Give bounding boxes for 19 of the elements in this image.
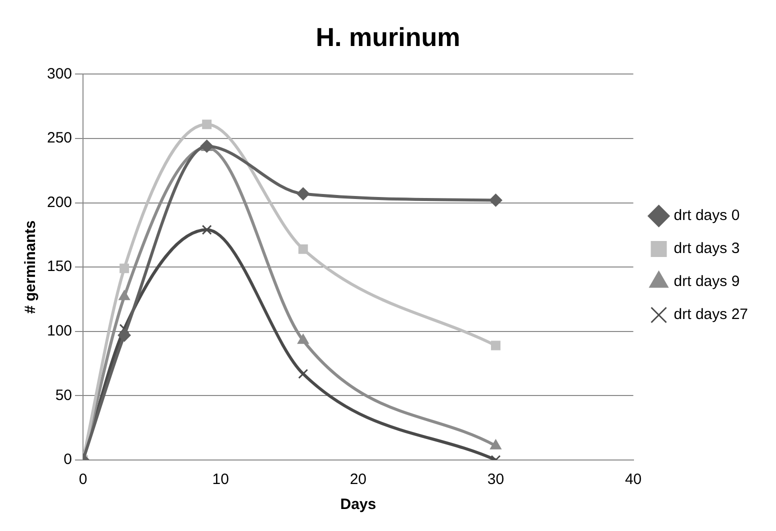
x-tick-label: 10 [212,471,229,488]
y-tick-label: 150 [46,258,72,276]
x-tick-label: 30 [487,471,504,488]
x-tick-label: 0 [78,471,88,488]
y-tick-label: 250 [46,130,72,147]
x-tick-label: 40 [624,471,642,488]
y-tick-label: 100 [46,322,72,340]
legend-label: drt days 27 [674,306,748,324]
x-axis-title: Days [340,496,376,514]
y-tick-label: 0 [64,451,72,468]
y-tick-label: 200 [46,194,72,211]
chart-title: H. murinum [316,22,460,52]
legend-label: drt days 0 [674,207,740,224]
legend-label: drt days 9 [674,273,740,290]
y-tick-label: 50 [55,386,72,404]
y-tick-label: 300 [46,65,72,82]
y-axis-title: # germinants [22,220,40,314]
legend-label: drt days 3 [674,240,740,258]
x-tick-label: 20 [350,471,367,488]
